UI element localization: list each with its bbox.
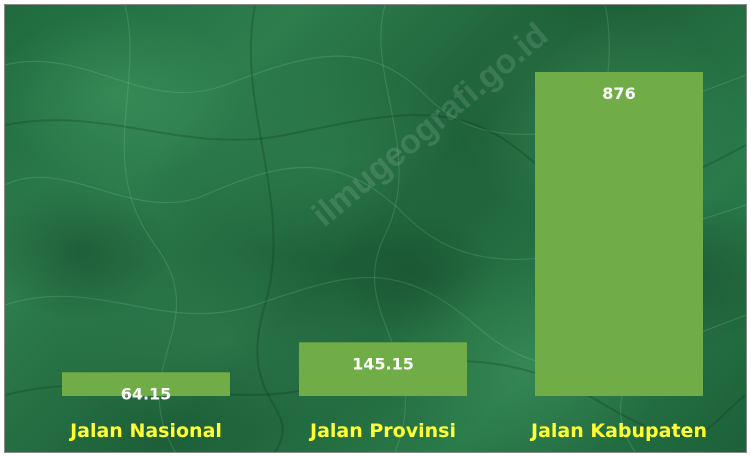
data-label: 64.15 (121, 384, 172, 403)
bar-jalan-nasional (62, 372, 230, 396)
data-label: 145.15 (352, 354, 414, 373)
category-label: Jalan Nasional (68, 420, 222, 442)
chart-area: ilmugeografi.go.id 64.15 Jalan Nasional 14… (4, 4, 747, 453)
data-label: 876 (602, 84, 635, 103)
category-label: Jalan Provinsi (308, 420, 456, 442)
bar-jalan-kabupaten (535, 72, 703, 396)
bar-chart: 64.15 Jalan Nasional 145.15 Jalan Provinsi 8… (62, 72, 707, 442)
category-label: Jalan Kabupaten (529, 420, 707, 442)
bar-jalan-provinsi (299, 342, 467, 396)
